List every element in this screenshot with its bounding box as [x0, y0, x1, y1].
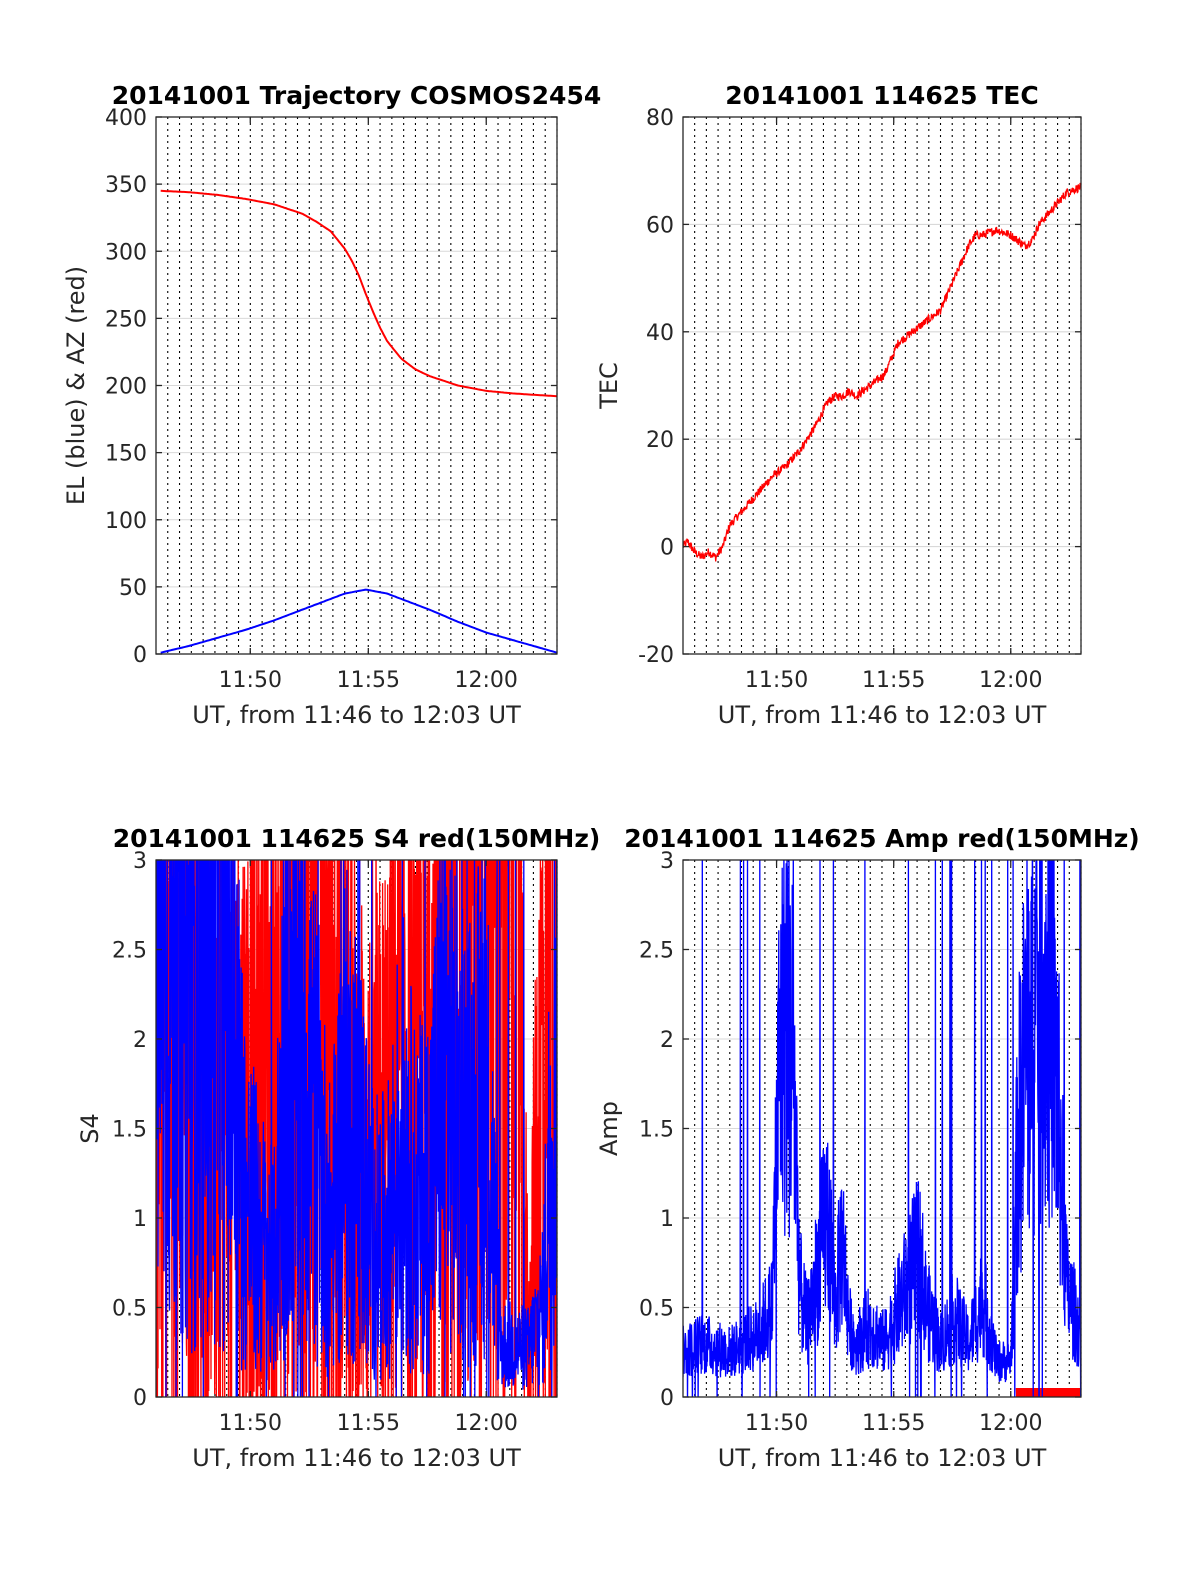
y-tick-label: 20	[646, 428, 674, 453]
y-tick-label: 0.5	[639, 1297, 674, 1322]
series-group	[160, 189, 557, 654]
x-tick-label: 12:00	[455, 668, 518, 693]
series-group	[156, 860, 557, 1397]
x-axis-label: UT, from 11:46 to 12:03 UT	[192, 701, 521, 729]
y-tick-label: 0	[660, 1386, 674, 1411]
x-axis-label: UT, from 11:46 to 12:03 UT	[192, 1444, 521, 1472]
x-tick-label: 11:50	[219, 1411, 282, 1436]
y-tick-label: 100	[105, 509, 147, 534]
y-tick-label: 2.5	[112, 939, 147, 964]
series-line	[160, 189, 557, 398]
y-tick-label: 1	[660, 1207, 674, 1232]
y-tick-label: 1.5	[112, 1118, 147, 1143]
chart-title: 20141001 Trajectory COSMOS2454	[112, 81, 602, 110]
y-tick-label: 0	[133, 1386, 147, 1411]
x-tick-label: 12:00	[455, 1411, 518, 1436]
y-tick-label: 2	[660, 1028, 674, 1053]
chart-panel-4: 0 0.5 1 1.5 2 2.5 3 11:50 11:55 12:00 20141001 114…	[595, 824, 1140, 1472]
axes-frame	[682, 116, 1082, 655]
y-tick-label: -20	[638, 643, 674, 668]
chart-title: 20141001 114625 S4 red(150MHz)	[113, 824, 601, 853]
series-group	[683, 860, 1081, 1397]
x-tick-label: 11:50	[219, 668, 282, 693]
y-tick-label: 250	[105, 307, 147, 332]
y-axis-label: S4	[76, 1113, 104, 1144]
x-tick-label: 11:55	[862, 668, 925, 693]
x-tick-label: 11:55	[337, 668, 400, 693]
y-axis-label: EL (blue) & AZ (red)	[62, 266, 90, 505]
y-axis-label: TEC	[595, 362, 623, 410]
series-group	[683, 182, 1081, 562]
y-tick-label: 350	[105, 173, 147, 198]
chart-panel-3: 0 0.5 1 1.5 2 2.5 3 11:50 11:55 12:00 20141001 114…	[76, 824, 601, 1472]
y-tick-label: 0	[660, 536, 674, 561]
chart-panel-2: -20 0 20 40 60 80 11:50 11:55 12:00 20141001 1146…	[595, 81, 1082, 729]
x-axis-label: UT, from 11:46 to 12:03 UT	[718, 701, 1047, 729]
series-line	[683, 860, 1081, 1397]
y-tick-label: 2.5	[639, 939, 674, 964]
y-tick-label: 0.5	[112, 1297, 147, 1322]
chart-title: 20141001 114625 TEC	[725, 81, 1038, 110]
chart-panel-1: 0 50 100 150 200 250 300 350 400 11:50 11:55 12:00 2…	[62, 81, 601, 729]
y-tick-label: 0	[133, 643, 147, 668]
y-axis-label: Amp	[595, 1101, 623, 1156]
y-tick-label: 3	[660, 849, 674, 874]
x-tick-label: 11:50	[745, 668, 808, 693]
chart-title: 20141001 114625 Amp red(150MHz)	[624, 824, 1140, 853]
y-tick-label: 80	[646, 106, 674, 131]
series-line	[156, 860, 557, 1397]
series-line	[683, 182, 1081, 562]
y-tick-label: 3	[133, 849, 147, 874]
y-tick-label: 150	[105, 442, 147, 467]
x-tick-label: 11:55	[862, 1411, 925, 1436]
x-tick-label: 11:50	[745, 1411, 808, 1436]
x-tick-label: 12:00	[979, 1411, 1042, 1436]
x-axis-label: UT, from 11:46 to 12:03 UT	[718, 1444, 1047, 1472]
y-tick-label: 1	[133, 1207, 147, 1232]
y-tick-label: 60	[646, 213, 674, 238]
series-line	[160, 588, 557, 654]
y-tick-label: 200	[105, 375, 147, 400]
series-line	[1015, 1387, 1081, 1397]
y-tick-label: 1.5	[639, 1118, 674, 1143]
x-tick-label: 12:00	[979, 668, 1042, 693]
y-tick-label: 2	[133, 1028, 147, 1053]
x-tick-label: 11:55	[337, 1411, 400, 1436]
y-tick-label: 300	[105, 240, 147, 265]
y-tick-label: 50	[119, 576, 147, 601]
series-line	[156, 860, 557, 1397]
y-tick-label: 40	[646, 321, 674, 346]
y-tick-label: 400	[105, 106, 147, 131]
